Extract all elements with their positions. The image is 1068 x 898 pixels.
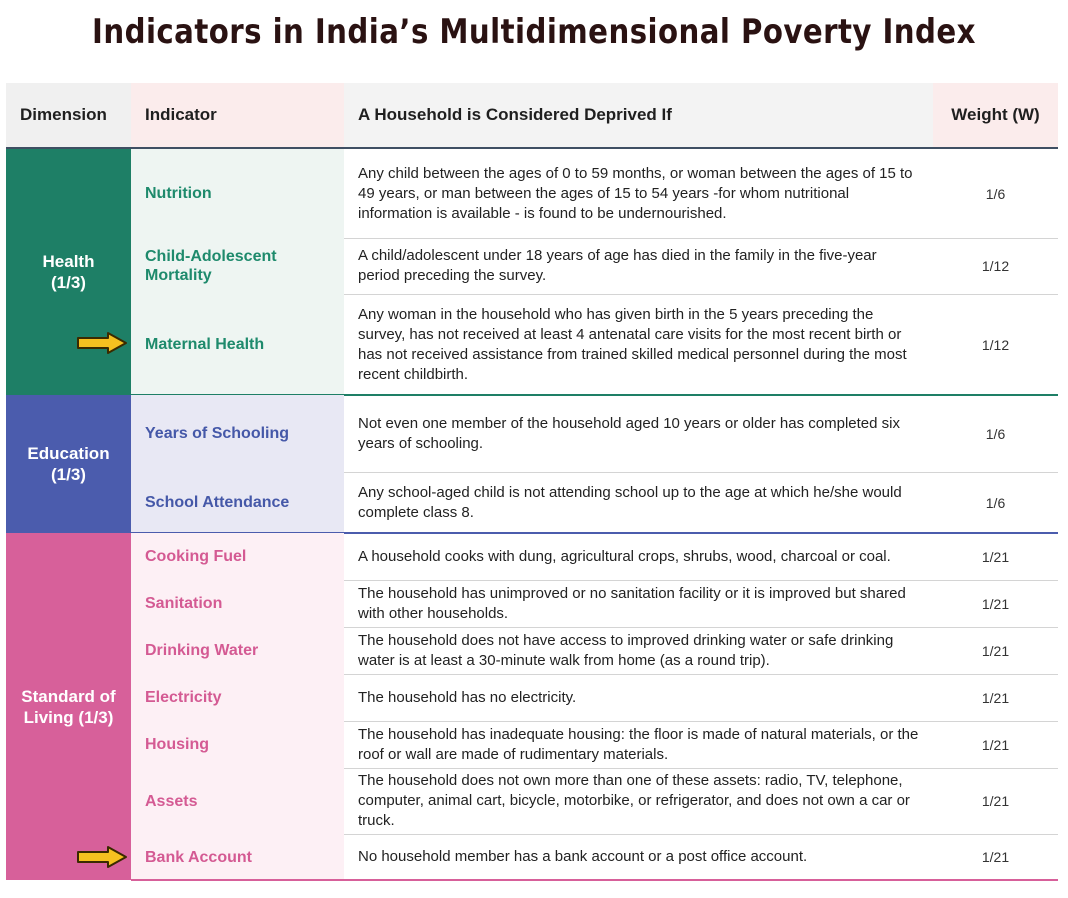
indicator-cell: Sanitation [131,580,344,627]
indicator-cell: Cooking Fuel [131,533,344,580]
condition-text: Not even one member of the household age… [358,414,900,452]
condition-text: Any school-aged child is not attending s… [358,483,902,521]
indicator-cell: Bank Account [131,834,344,880]
dimension-cell-standard-of-living: Standard of Living (1/3) [6,533,131,880]
row-divider [131,580,1058,581]
dimension-label: Health (1/3) [42,252,95,292]
section-divider [131,532,1058,534]
condition-cell: The household does not own more than one… [344,768,933,834]
column-header-weight: Weight (W) [933,83,1058,147]
weight-cell: 1/6 [985,494,1006,511]
condition-cell: Not even one member of the household age… [344,395,933,472]
row-divider [131,472,1058,473]
condition-text: The household does not own more than one… [358,772,910,829]
weight-cell: 1/21 [981,595,1010,612]
dimension-cell-health: Health (1/3) [6,149,131,395]
condition-cell: A household cooks with dung, agricultura… [344,533,933,580]
weight-cell: 1/12 [981,258,1010,274]
condition-text: The household has inadequate housing: th… [358,725,919,763]
condition-cell: A child/adolescent under 18 years of age… [344,238,933,294]
condition-cell: The household does not have access to im… [344,627,933,674]
dimension-label: Education (1/3) [27,444,110,484]
indicator-cell: Years of Schooling [131,395,344,472]
indicator-cell: Nutrition [131,149,344,238]
page-title: Indicators in India’s Multidimensional P… [92,12,976,52]
indicator-cell: Child-Adolescent Mortality [131,238,344,294]
condition-cell: Any woman in the household who has given… [344,294,933,395]
condition-cell: Any school-aged child is not attending s… [344,472,933,533]
condition-cell: The household has no electricity. [344,674,933,721]
highlight-arrow-icon [77,846,127,868]
header-divider [6,147,1058,149]
column-header-condition: A Household is Considered Deprived If [344,83,933,147]
section-divider [131,394,1058,396]
indicator-cell: Assets [131,768,344,834]
dimension-label: Standard of Living (1/3) [21,686,116,727]
indicator-cell: School Attendance [131,472,344,533]
indicator-cell: Drinking Water [131,627,344,674]
condition-cell: The household has unimproved or no sanit… [344,580,933,627]
condition-text: A household cooks with dung, agricultura… [358,547,891,565]
weight-cell: 1/21 [981,736,1010,753]
indicator-cell: Maternal Health [131,294,344,395]
condition-text: A child/adolescent under 18 years of age… [358,247,877,284]
row-divider [131,238,1058,239]
weight-cell: 1/6 [985,185,1006,202]
section-divider [131,879,1058,881]
condition-text: Any child between the ages of 0 to 59 mo… [358,164,913,222]
indicator-cell: Housing [131,721,344,768]
condition-text: The household has unimproved or no sanit… [358,584,906,622]
condition-cell: No household member has a bank account o… [344,834,933,880]
highlight-arrow-icon [77,331,127,354]
condition-text: The household does not have access to im… [358,631,894,669]
weight-cell: 1/21 [981,689,1010,706]
condition-text: Any woman in the household who has given… [358,305,907,383]
row-divider [131,627,1058,628]
row-divider [131,768,1058,769]
row-divider [131,674,1058,675]
column-header-indicator: Indicator [131,83,344,147]
mpi-indicators-table: Dimension Indicator A Household is Consi… [6,83,1058,881]
weight-cell: 1/21 [981,642,1010,659]
condition-text: No household member has a bank account o… [358,848,808,865]
column-header-dimension: Dimension [6,83,131,147]
weight-cell: 1/21 [981,849,1010,865]
condition-cell: The household has inadequate housing: th… [344,721,933,768]
weight-cell: 1/12 [981,336,1010,353]
weight-cell: 1/6 [985,425,1006,442]
indicator-cell: Electricity [131,674,344,721]
weight-cell: 1/21 [981,548,1010,565]
row-divider [131,834,1058,835]
row-divider [131,294,1058,295]
row-divider [131,721,1058,722]
weight-cell: 1/21 [981,793,1010,809]
condition-cell: Any child between the ages of 0 to 59 mo… [344,149,933,238]
condition-text: The household has no electricity. [358,688,577,706]
dimension-cell-education: Education (1/3) [6,395,131,533]
